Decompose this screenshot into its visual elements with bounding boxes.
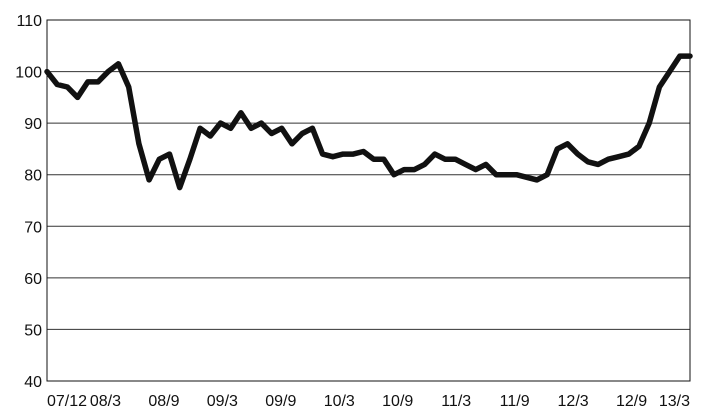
x-tick-label: 13/3 [659, 393, 690, 410]
x-tick-label: 11/3 [441, 393, 471, 410]
y-tick-label: 60 [24, 271, 42, 288]
x-tick-label: 08/3 [90, 393, 121, 410]
y-tick-label: 50 [24, 322, 42, 339]
x-tick-label: 10/9 [382, 393, 413, 410]
x-tick-label: 07/12 [47, 393, 87, 410]
x-tick-label: 11/9 [500, 393, 530, 410]
x-tick-label: 09/3 [207, 393, 238, 410]
x-tick-label: 12/3 [558, 393, 589, 410]
y-tick-label: 110 [16, 13, 42, 30]
series-line-0 [44, 53, 693, 191]
x-axis: 07/12 08/3 08/9 09/3 09/9 10/3 10/9 11/3 11/9 12/… [47, 393, 690, 410]
plot-frame [46, 19, 691, 382]
y-tick-label: 100 [15, 65, 42, 82]
x-tick-label: 09/9 [265, 393, 296, 410]
y-tick-label: 80 [24, 168, 42, 185]
y-axis: 40 50 60 70 80 90 100 110 [15, 13, 42, 391]
x-tick-label: 12/9 [616, 393, 647, 410]
y-tick-label: 40 [24, 374, 42, 391]
x-tick-label: 10/3 [324, 393, 355, 410]
y-tick-label: 90 [24, 116, 42, 133]
series-group [44, 53, 693, 191]
gridlines [47, 19, 690, 382]
x-tick-label: 08/9 [148, 393, 179, 410]
y-tick-label: 70 [24, 219, 42, 236]
